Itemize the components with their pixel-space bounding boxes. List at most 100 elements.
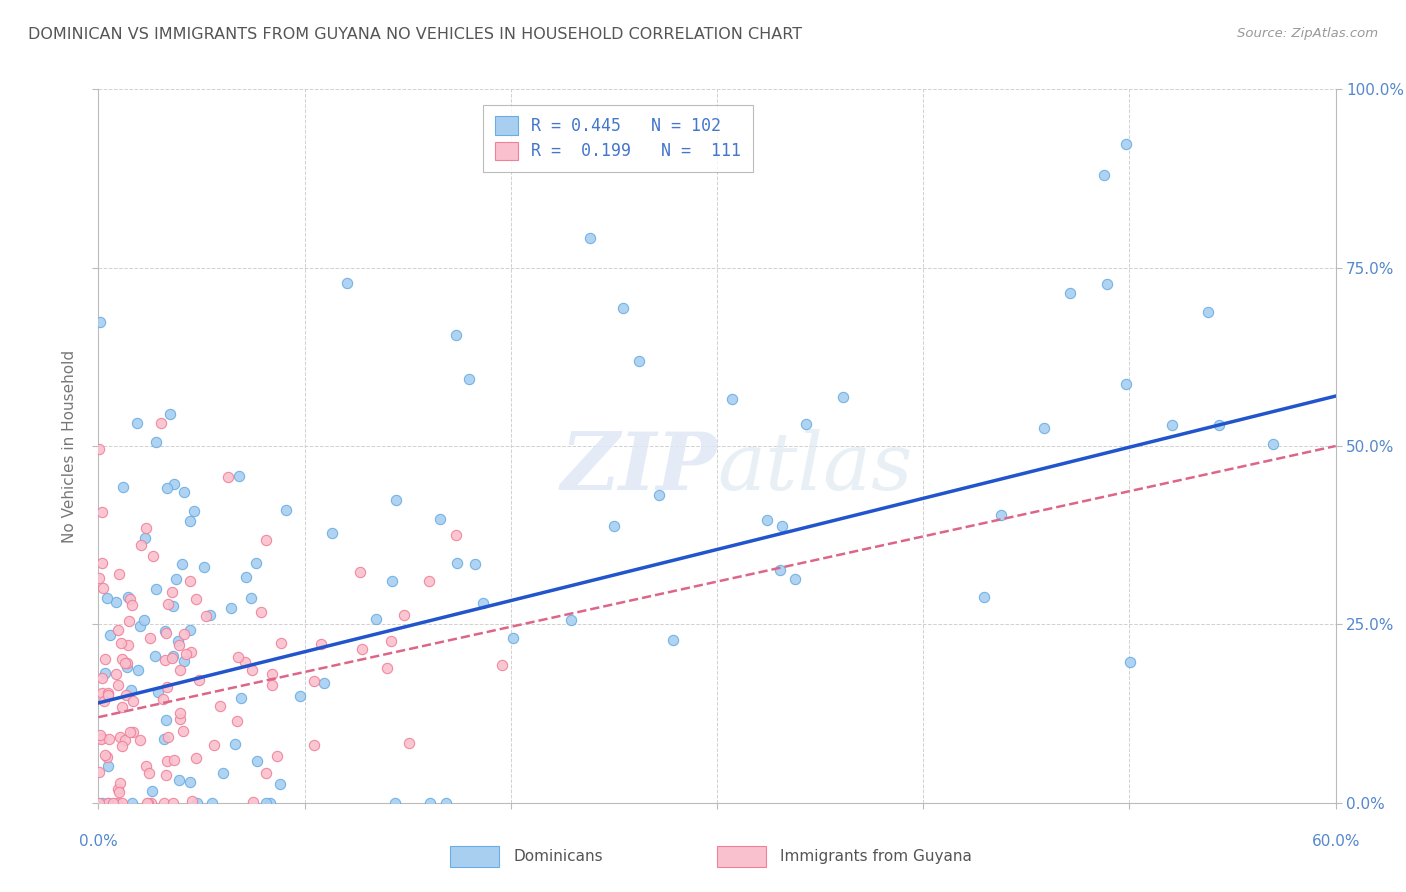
Point bbox=[162, 599, 184, 614]
Point bbox=[142, 549, 165, 564]
Point bbox=[93, 652, 115, 666]
Point bbox=[254, 765, 277, 780]
Text: Source: ZipAtlas.com: Source: ZipAtlas.com bbox=[1237, 27, 1378, 40]
Point bbox=[89, 764, 111, 779]
Point bbox=[91, 557, 114, 571]
Point bbox=[1095, 277, 1118, 291]
Point bbox=[187, 673, 209, 687]
Point bbox=[186, 796, 208, 810]
Point bbox=[155, 713, 177, 727]
Point bbox=[1161, 417, 1184, 432]
Point bbox=[134, 531, 156, 545]
Point bbox=[139, 632, 162, 646]
Text: atlas: atlas bbox=[717, 429, 912, 506]
Point bbox=[160, 650, 183, 665]
Point bbox=[194, 608, 217, 623]
Point bbox=[107, 678, 129, 692]
Point bbox=[111, 700, 134, 714]
Point bbox=[120, 592, 142, 607]
Point bbox=[179, 514, 201, 528]
Point bbox=[115, 657, 138, 671]
Point bbox=[169, 663, 191, 677]
Point bbox=[153, 624, 176, 639]
Point bbox=[990, 508, 1012, 522]
Point bbox=[162, 796, 184, 810]
Point bbox=[464, 557, 486, 571]
Text: 60.0%: 60.0% bbox=[1312, 834, 1360, 849]
Point bbox=[312, 676, 335, 690]
Point bbox=[446, 527, 468, 541]
Point bbox=[246, 754, 269, 768]
Point bbox=[152, 796, 174, 810]
Point bbox=[446, 327, 468, 342]
Point bbox=[262, 678, 284, 692]
Point bbox=[167, 772, 190, 787]
Point bbox=[628, 353, 651, 368]
Point bbox=[165, 572, 187, 586]
Point bbox=[101, 796, 124, 810]
Point bbox=[108, 730, 131, 744]
Point bbox=[228, 468, 250, 483]
Point bbox=[97, 796, 120, 810]
Point bbox=[94, 747, 117, 762]
Point bbox=[105, 595, 128, 609]
Point bbox=[153, 652, 176, 666]
Point bbox=[149, 416, 172, 430]
Point bbox=[138, 766, 160, 780]
Point bbox=[377, 661, 399, 675]
Point bbox=[105, 666, 128, 681]
Point bbox=[89, 571, 111, 585]
Point bbox=[458, 371, 481, 385]
Point bbox=[385, 493, 408, 508]
Point bbox=[212, 766, 235, 780]
Point bbox=[169, 706, 191, 721]
Point bbox=[250, 605, 273, 619]
Point bbox=[770, 519, 793, 533]
Point bbox=[225, 714, 247, 729]
Point bbox=[429, 512, 451, 526]
Point bbox=[97, 686, 120, 700]
Point bbox=[155, 768, 177, 782]
Point bbox=[321, 526, 343, 541]
Point bbox=[108, 776, 131, 790]
Point bbox=[136, 796, 159, 810]
Point bbox=[112, 480, 135, 494]
Point bbox=[794, 417, 817, 431]
Point bbox=[173, 485, 195, 500]
Point bbox=[274, 503, 297, 517]
Point bbox=[91, 671, 114, 685]
Point bbox=[89, 728, 111, 742]
Point bbox=[266, 749, 288, 764]
Point bbox=[254, 796, 277, 810]
Point bbox=[446, 556, 468, 570]
Point bbox=[1059, 285, 1081, 300]
Point bbox=[97, 758, 120, 772]
Point bbox=[134, 613, 156, 627]
Point bbox=[120, 683, 142, 698]
Point bbox=[141, 796, 163, 810]
Point bbox=[184, 751, 207, 765]
Point bbox=[108, 567, 131, 582]
Point bbox=[153, 732, 176, 747]
Point bbox=[129, 538, 152, 552]
Point bbox=[260, 666, 283, 681]
Point bbox=[160, 585, 183, 599]
Point bbox=[173, 627, 195, 641]
Point bbox=[578, 231, 600, 245]
Point bbox=[107, 623, 129, 637]
Point bbox=[135, 759, 157, 773]
Point bbox=[240, 591, 263, 606]
Text: Dominicans: Dominicans bbox=[513, 849, 603, 863]
Point bbox=[380, 633, 402, 648]
Point bbox=[352, 642, 374, 657]
Point bbox=[128, 732, 150, 747]
Point bbox=[117, 590, 139, 604]
Point bbox=[90, 731, 112, 745]
Point bbox=[97, 796, 120, 810]
Point bbox=[89, 315, 111, 329]
Point bbox=[156, 754, 179, 768]
Point bbox=[176, 647, 198, 661]
Point bbox=[156, 481, 179, 495]
Point bbox=[1092, 168, 1115, 182]
Text: Immigrants from Guyana: Immigrants from Guyana bbox=[780, 849, 972, 863]
